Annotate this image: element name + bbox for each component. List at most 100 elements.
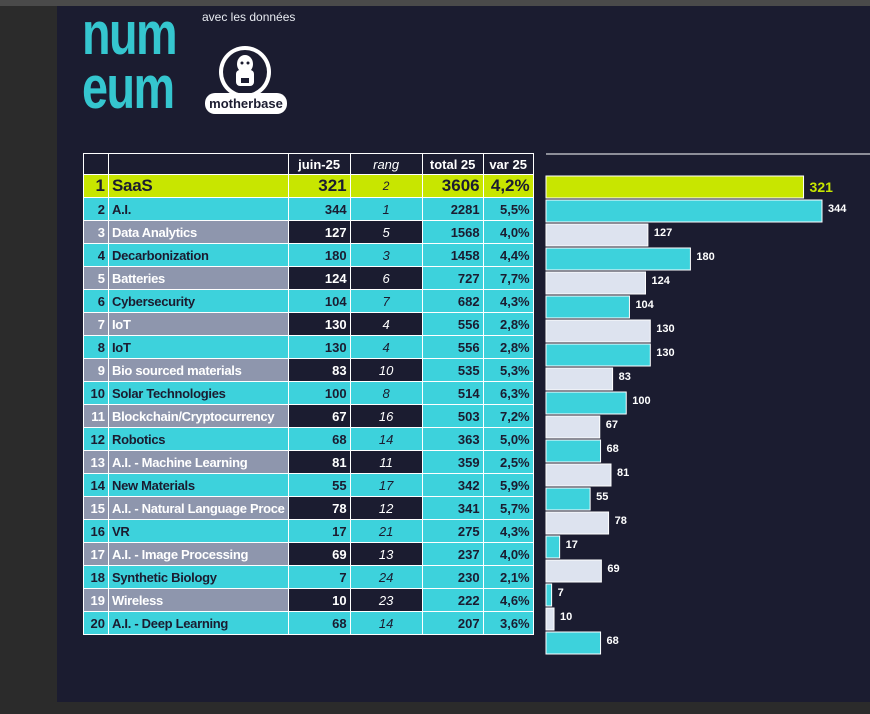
row-variation: 5,3%: [482, 358, 534, 382]
bar: [545, 463, 612, 487]
row-name: Wireless: [108, 588, 289, 612]
ranking-table: juin-25 rang total 25 var 25 1 SaaS 321 2 36…: [83, 153, 534, 635]
bar-value-label: 130: [656, 323, 674, 335]
table-row: 10 Solar Technologies 100 8 514 6,3%: [83, 381, 534, 405]
row-rank: 3: [349, 243, 423, 267]
row-position: 14: [83, 473, 109, 497]
row-juin-value: 130: [287, 312, 351, 336]
row-position: 3: [83, 220, 109, 244]
row-juin-value: 124: [287, 266, 351, 290]
bar-value-label: 81: [617, 467, 629, 479]
row-name: A.I. - Machine Learning: [108, 450, 289, 474]
row-position: 1: [83, 174, 109, 198]
table-row: 19 Wireless 10 23 222 4,6%: [83, 588, 534, 612]
row-variation: 2,1%: [482, 565, 534, 589]
table-row: 1 SaaS 321 2 3606 4,2%: [83, 174, 534, 198]
row-total: 3606: [421, 174, 484, 198]
row-variation: 6,3%: [482, 381, 534, 405]
bar: [545, 295, 630, 319]
table-row: 15 A.I. - Natural Language Proce 78 12 341 5,…: [83, 496, 534, 520]
table-row: 6 Cybersecurity 104 7 682 4,3%: [83, 289, 534, 313]
row-rank: 12: [349, 496, 423, 520]
row-position: 5: [83, 266, 109, 290]
table-row: 18 Synthetic Biology 7 24 230 2,1%: [83, 565, 534, 589]
row-rank: 5: [349, 220, 423, 244]
table-row: 7 IoT 130 4 556 2,8%: [83, 312, 534, 336]
row-juin-value: 78: [287, 496, 351, 520]
row-total: 363: [421, 427, 484, 451]
bar-value-label: 67: [606, 419, 618, 431]
row-position: 10: [83, 381, 109, 405]
row-rank: 24: [349, 565, 423, 589]
row-juin-value: 104: [287, 289, 351, 313]
row-total: 514: [421, 381, 484, 405]
bar-value-label: 124: [651, 275, 670, 287]
row-rank: 13: [349, 542, 423, 566]
table-row: 4 Decarbonization 180 3 1458 4,4%: [83, 243, 534, 267]
row-juin-value: 321: [287, 174, 351, 198]
row-total: 237: [421, 542, 484, 566]
row-rank: 1: [349, 197, 423, 221]
row-total: 535: [421, 358, 484, 382]
row-position: 18: [83, 565, 109, 589]
row-name: Data Analytics: [108, 220, 289, 244]
row-name: Decarbonization: [108, 243, 289, 267]
row-name: Solar Technologies: [108, 381, 289, 405]
row-juin-value: 180: [287, 243, 351, 267]
bar-value-label: 17: [566, 539, 578, 551]
bar: [545, 607, 555, 631]
row-variation: 5,0%: [482, 427, 534, 451]
table-row: 5 Batteries 124 6 727 7,7%: [83, 266, 534, 290]
row-position: 13: [83, 450, 109, 474]
bar-value-label: 130: [656, 347, 674, 359]
bar: [545, 343, 651, 367]
bar: [545, 247, 691, 271]
row-position: 9: [83, 358, 109, 382]
row-position: 17: [83, 542, 109, 566]
motherbase-mascot-icon: [219, 46, 271, 98]
table-header-row: juin-25 rang total 25 var 25: [83, 153, 534, 175]
bar: [545, 439, 602, 463]
window-top-bar: [0, 0, 870, 6]
row-variation: 2,8%: [482, 335, 534, 359]
bar: [545, 631, 602, 655]
bar: [545, 535, 561, 559]
row-name: A.I. - Image Processing: [108, 542, 289, 566]
row-juin-value: 100: [287, 381, 351, 405]
row-position: 7: [83, 312, 109, 336]
bar: [545, 175, 805, 199]
row-rank: 23: [349, 588, 423, 612]
bar-value-label: 344: [828, 203, 847, 215]
row-juin-value: 68: [287, 427, 351, 451]
row-juin-value: 7: [287, 565, 351, 589]
row-variation: 4,4%: [482, 243, 534, 267]
bar-value-label: 68: [607, 635, 619, 647]
row-position: 20: [83, 611, 109, 635]
row-position: 8: [83, 335, 109, 359]
numeum-logo-line1: num: [82, 0, 178, 67]
row-name: VR: [108, 519, 289, 543]
table-row: 2 A.I. 344 1 2281 5,5%: [83, 197, 534, 221]
bar-value-label: 78: [615, 515, 627, 527]
bar-value-label: 83: [619, 371, 631, 383]
row-position: 11: [83, 404, 109, 428]
bar: [545, 511, 610, 535]
header-month: juin-25: [287, 153, 351, 175]
row-total: 230: [421, 565, 484, 589]
row-total: 2281: [421, 197, 484, 221]
row-variation: 2,8%: [482, 312, 534, 336]
table-row: 13 A.I. - Machine Learning 81 11 359 2,5%: [83, 450, 534, 474]
bar-value-label: 100: [632, 395, 650, 407]
row-name: A.I. - Natural Language Proce: [108, 496, 289, 520]
row-name: IoT: [108, 335, 289, 359]
row-total: 503: [421, 404, 484, 428]
bar: [545, 487, 591, 511]
row-juin-value: 83: [287, 358, 351, 382]
row-name: Robotics: [108, 427, 289, 451]
row-total: 342: [421, 473, 484, 497]
row-name: A.I. - Deep Learning: [108, 611, 289, 635]
bar-value-label: 104: [635, 299, 654, 311]
row-rank: 8: [349, 381, 423, 405]
row-position: 15: [83, 496, 109, 520]
row-total: 727: [421, 266, 484, 290]
